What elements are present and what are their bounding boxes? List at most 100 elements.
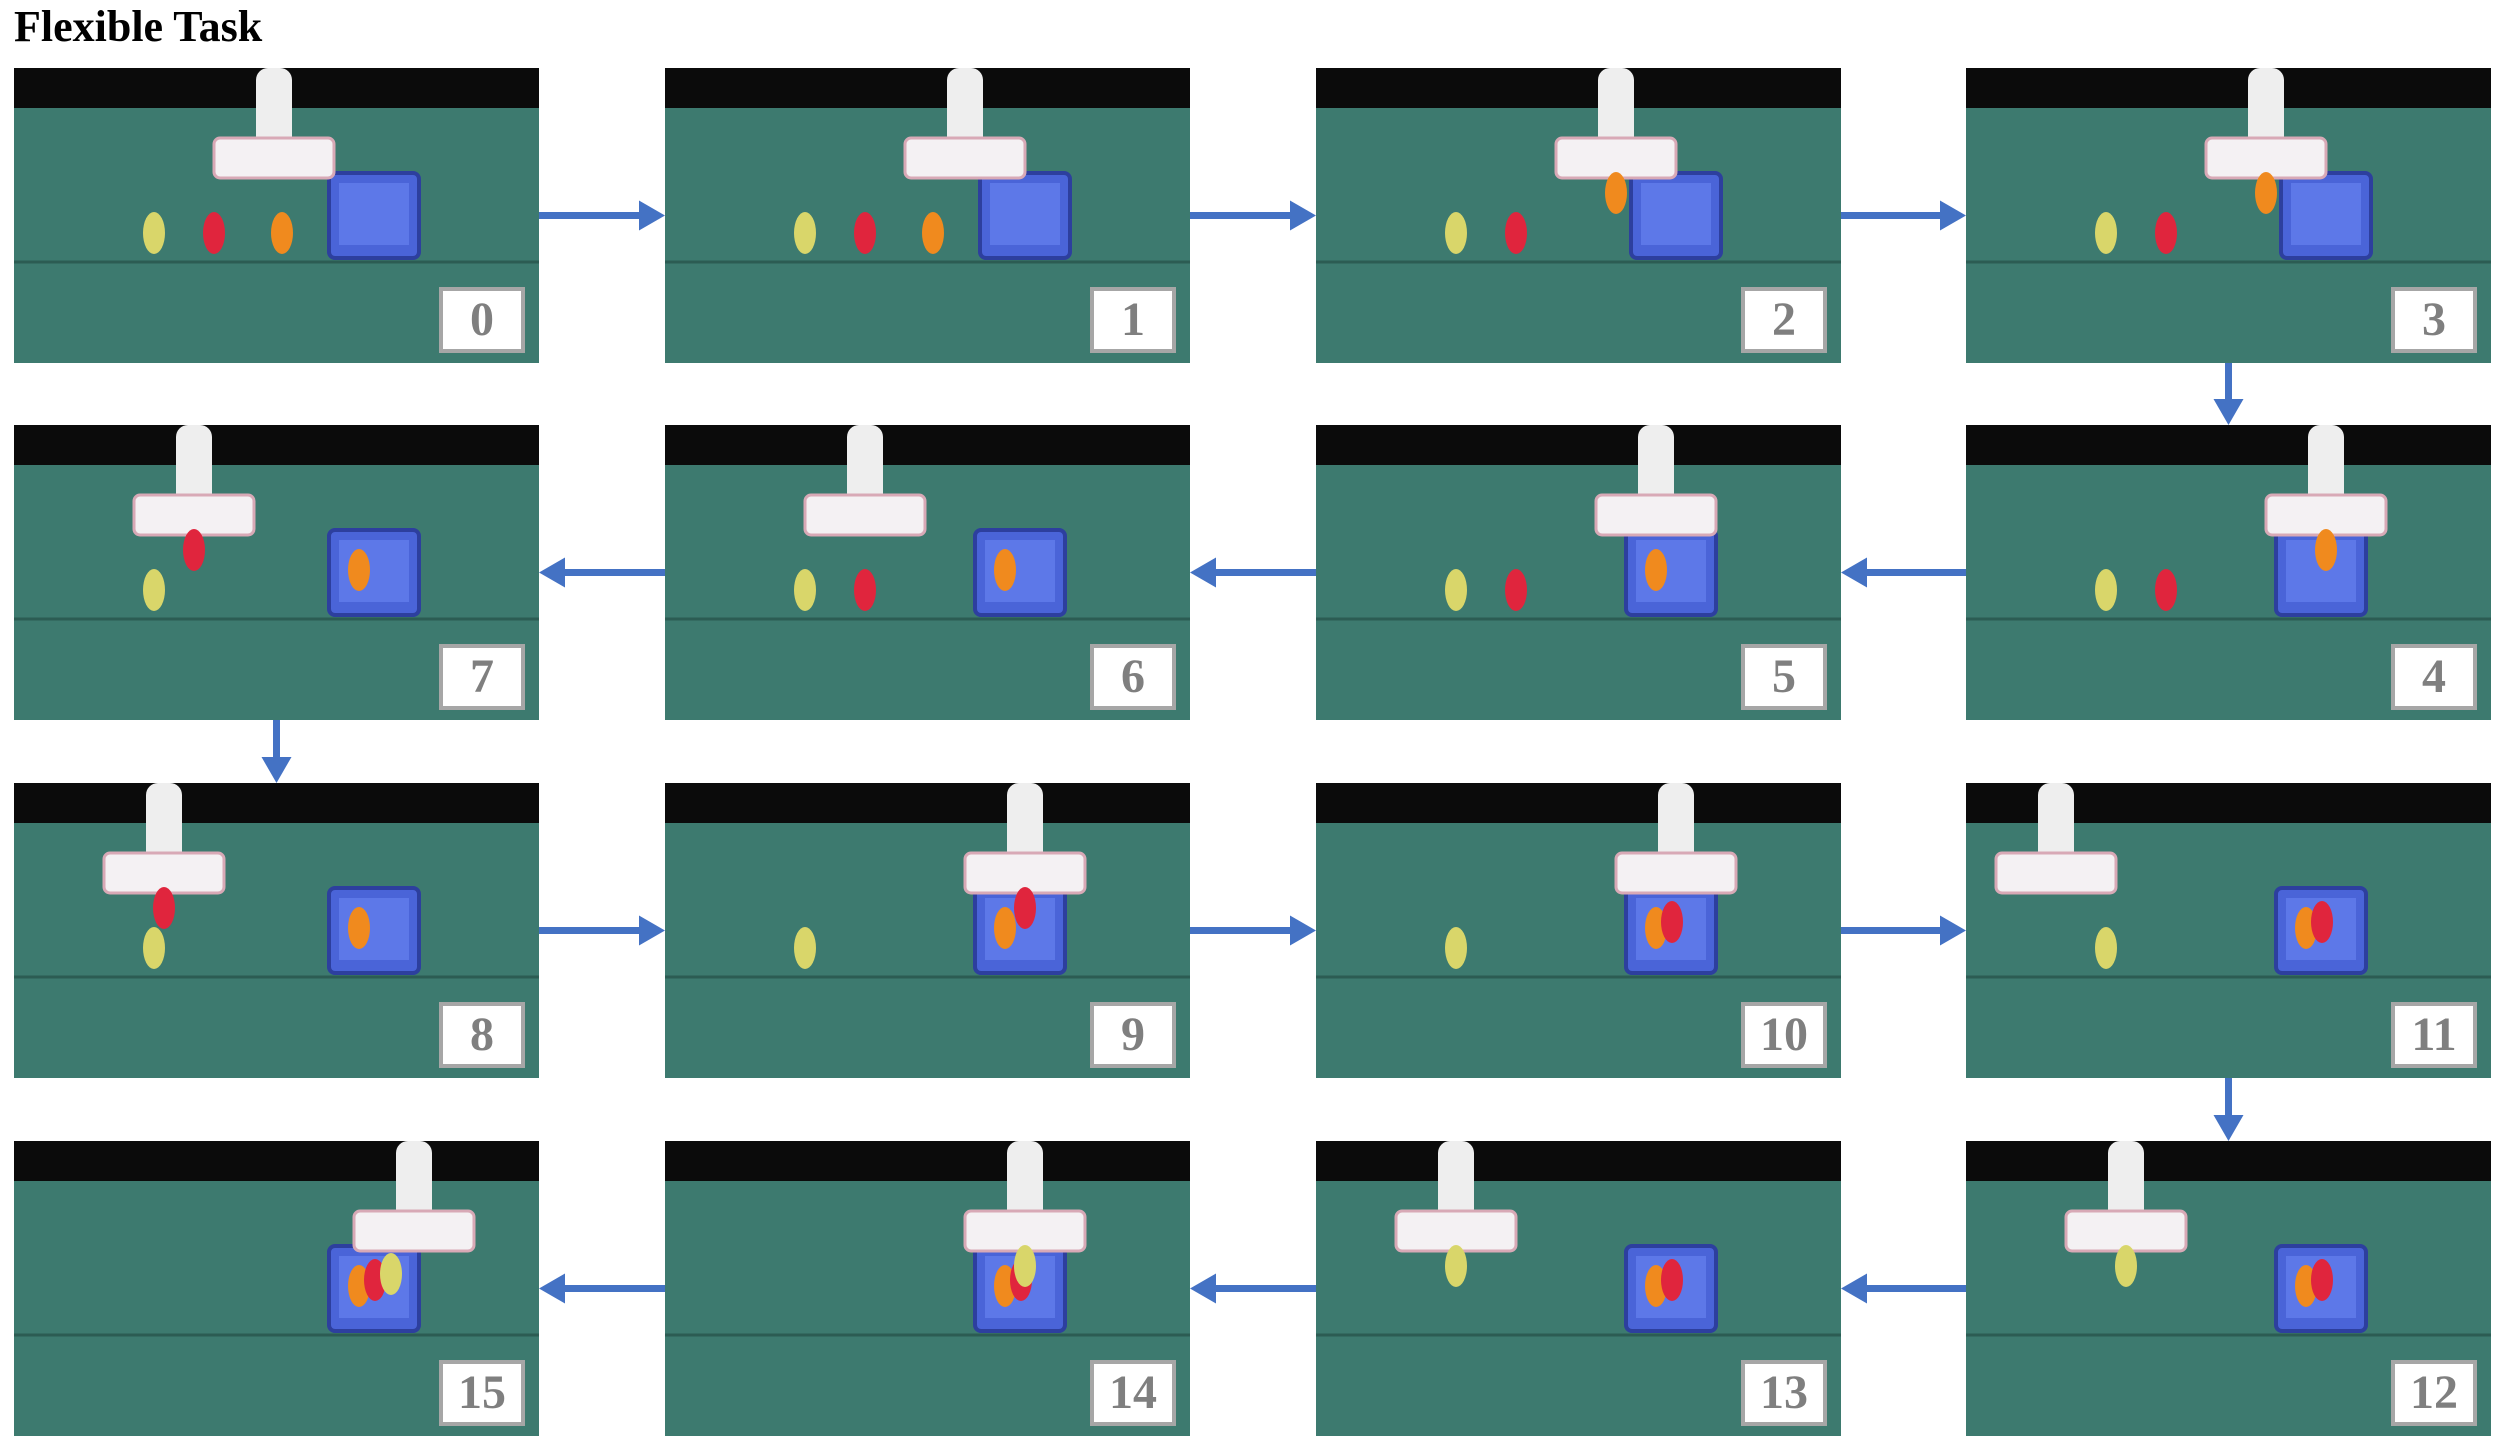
robot-gripper (803, 493, 927, 537)
item-yellow (143, 569, 165, 611)
frame-number-label: 13 (1741, 1360, 1827, 1426)
item-red (1505, 212, 1527, 254)
flow-arrow (1190, 915, 1316, 946)
robot-arm (1007, 1141, 1043, 1226)
bin-item-orange (994, 549, 1016, 591)
scene-image (14, 1141, 539, 1436)
robot-arm (256, 68, 292, 153)
scene-image (1966, 783, 2491, 1078)
flow-arrow (539, 1273, 665, 1304)
robot-arm (1638, 425, 1674, 510)
held-item-orange (2255, 172, 2277, 214)
item-red (203, 212, 225, 254)
bin-interior (1641, 183, 1711, 245)
held-item-red (183, 529, 205, 571)
scene-image (14, 68, 539, 363)
frame-4: 4 (1966, 425, 2491, 720)
robot-arm (2038, 783, 2074, 868)
bin-item-yellow (380, 1253, 402, 1295)
scene-image (1966, 1141, 2491, 1436)
background-dark (1966, 425, 2491, 465)
robot-arm (396, 1141, 432, 1226)
item-yellow (143, 212, 165, 254)
figure-title: Flexible Task (14, 2, 263, 51)
scene-image (14, 425, 539, 720)
item-yellow (2095, 569, 2117, 611)
item-yellow (1445, 927, 1467, 969)
held-item-red (153, 887, 175, 929)
robot-arm (947, 68, 983, 153)
scene-image (14, 783, 539, 1078)
scene-image (665, 783, 1190, 1078)
flow-arrow (539, 200, 665, 231)
background-dark (1316, 68, 1841, 108)
frame-number-label: 14 (1090, 1360, 1176, 1426)
scene-image (1966, 425, 2491, 720)
frame-number-label: 10 (1741, 1002, 1827, 1068)
frame-13: 13 (1316, 1141, 1841, 1436)
flow-arrow (1190, 557, 1316, 588)
flow-arrow (261, 720, 292, 783)
flow-arrow (1841, 1273, 1966, 1304)
frame-number-label: 9 (1090, 1002, 1176, 1068)
robot-arm (2248, 68, 2284, 153)
held-item-yellow (1445, 1245, 1467, 1287)
frame-11: 11 (1966, 783, 2491, 1078)
robot-gripper (352, 1209, 476, 1253)
robot-arm (1438, 1141, 1474, 1226)
flow-arrow (2213, 1078, 2244, 1141)
robot-gripper (1614, 851, 1738, 895)
robot-arm (146, 783, 182, 868)
bin-item-orange (348, 907, 370, 949)
robot-arm (847, 425, 883, 510)
frame-15: 15 (14, 1141, 539, 1436)
frame-3: 3 (1966, 68, 2491, 363)
frame-number-label: 15 (439, 1360, 525, 1426)
item-yellow (794, 212, 816, 254)
item-yellow (1445, 569, 1467, 611)
item-yellow (794, 927, 816, 969)
frame-1: 1 (665, 68, 1190, 363)
robot-arm (2108, 1141, 2144, 1226)
background-dark (665, 783, 1190, 823)
frame-number-label: 5 (1741, 644, 1827, 710)
background-dark (1966, 68, 2491, 108)
bin-interior (2291, 183, 2361, 245)
background-dark (1316, 783, 1841, 823)
scene-image (665, 68, 1190, 363)
frame-number-label: 7 (439, 644, 525, 710)
item-yellow (143, 927, 165, 969)
robot-arm (1598, 68, 1634, 153)
background-dark (665, 425, 1190, 465)
bin-item-orange (1645, 549, 1667, 591)
robot-gripper (1994, 851, 2118, 895)
scene-image (1316, 783, 1841, 1078)
scene-image (665, 1141, 1190, 1436)
bin-interior (339, 183, 409, 245)
background-dark (14, 783, 539, 823)
bin-item-red (2311, 901, 2333, 943)
robot-arm (2308, 425, 2344, 510)
frame-number-label: 11 (2391, 1002, 2477, 1068)
scene-image (665, 425, 1190, 720)
frame-number-label: 6 (1090, 644, 1176, 710)
frame-number-label: 8 (439, 1002, 525, 1068)
item-yellow (2095, 927, 2117, 969)
flow-arrow (1841, 557, 1966, 588)
scene-image (1316, 68, 1841, 363)
frame-number-label: 3 (2391, 287, 2477, 353)
item-red (854, 569, 876, 611)
frame-number-label: 4 (2391, 644, 2477, 710)
frame-number-label: 12 (2391, 1360, 2477, 1426)
frame-7: 7 (14, 425, 539, 720)
frame-5: 5 (1316, 425, 1841, 720)
item-red (1505, 569, 1527, 611)
robot-arm (1007, 783, 1043, 868)
item-yellow (2095, 212, 2117, 254)
robot-gripper (212, 136, 336, 180)
background-dark (14, 425, 539, 465)
item-orange (271, 212, 293, 254)
flow-arrow (2213, 363, 2244, 425)
background-dark (665, 68, 1190, 108)
robot-arm (1658, 783, 1694, 868)
